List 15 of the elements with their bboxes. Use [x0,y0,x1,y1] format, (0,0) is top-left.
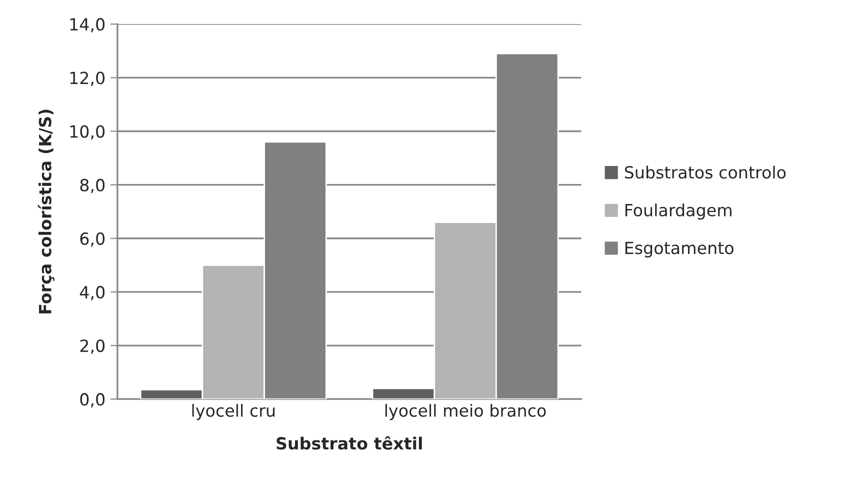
x-tick-label: lyocell meio branco [385,404,546,420]
y-tick-label: 2,0 [80,339,105,354]
legend-label: Esgotamento [625,242,734,258]
legend-label: Foulardagem [625,204,732,220]
x-axis-title: Substrato têxtil [276,436,422,450]
y-tick-label: 0,0 [80,393,105,408]
y-tick-label: 8,0 [80,178,105,194]
y-tick-label: 6,0 [80,232,105,247]
y-axis-title: Força colorística (K/S) [38,110,54,314]
y-tick-label: 12,0 [70,72,105,86]
x-tick-label: lyocell cru [192,404,274,420]
legend-label: Substratos controlo [624,166,786,179]
y-tick-label: 10,0 [70,125,105,140]
y-tick-label: 4,0 [80,286,105,300]
y-tick-label: 14,0 [70,18,105,32]
